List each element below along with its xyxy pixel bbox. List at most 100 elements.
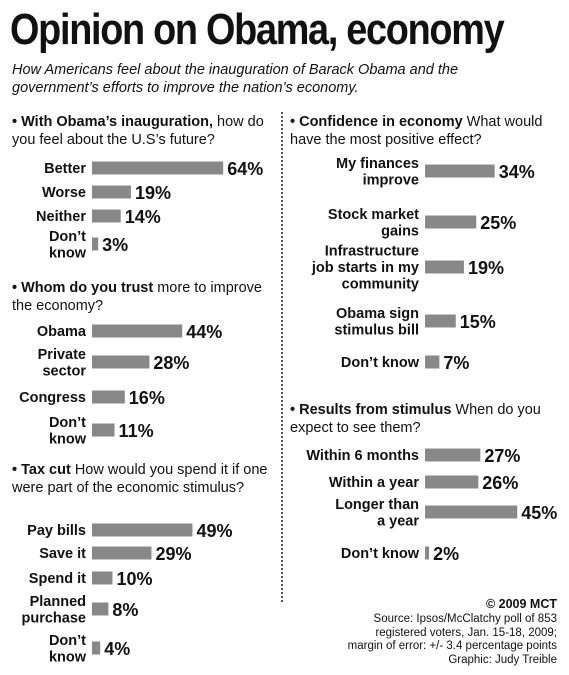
bar [92, 161, 224, 175]
value-label: 16% [129, 388, 165, 408]
value-label: 19% [468, 258, 504, 278]
value-label: 29% [155, 544, 191, 564]
category-label: gains [381, 223, 419, 239]
category-label: Don’t [49, 229, 86, 245]
category-label: Don’t know [341, 355, 420, 371]
category-label: Worse [42, 185, 86, 201]
value-label: 25% [480, 213, 516, 233]
value-label: 64% [227, 159, 263, 179]
question-text: How would you spend it if one were part … [12, 462, 268, 496]
value-label: 15% [460, 312, 496, 332]
question-text: When do you expect to see them? [290, 402, 541, 436]
category-label: Stock market [328, 207, 419, 223]
bar [92, 185, 131, 199]
category-label: Planned [30, 594, 86, 610]
category-label: Pay bills [27, 523, 86, 539]
question-lead: • Results from stimulus [290, 402, 452, 418]
value-label: 27% [484, 446, 520, 466]
chart-title: Opinion on Obama, economy [10, 5, 505, 54]
category-label: community [342, 277, 419, 293]
category-label: Congress [19, 390, 86, 406]
value-label: 2% [433, 544, 459, 564]
category-label: Infrastructure [325, 244, 419, 260]
category-label: Better [44, 161, 86, 177]
question-lead: • Confidence in economy [290, 114, 463, 130]
value-label: 44% [186, 322, 222, 342]
bar [425, 505, 518, 519]
bar [92, 546, 152, 560]
category-label: Within a year [329, 475, 419, 491]
category-label: sector [42, 363, 86, 379]
category-label: purchase [22, 610, 86, 626]
bar [425, 475, 479, 489]
category-label: Longer than [335, 497, 419, 513]
question-text: more to improve the economy? [12, 280, 262, 314]
value-label: 3% [102, 235, 128, 255]
question-tax-cut: • Tax cut How would you spend it if one … [12, 461, 277, 497]
value-label: 28% [153, 353, 189, 373]
source-note: Source: Ipsos/McClatchy poll of 853 regi… [257, 613, 557, 667]
category-label: Don’t [49, 415, 86, 431]
value-label: 11% [119, 421, 154, 441]
bar [92, 237, 99, 251]
bar [92, 209, 121, 223]
bar [92, 324, 183, 338]
value-label: 8% [112, 600, 138, 620]
category-label: Private [38, 347, 86, 363]
bar [425, 164, 495, 178]
category-label: Don’t know [341, 546, 420, 562]
value-label: 19% [135, 183, 171, 203]
question-confidence: • Confidence in economy What would have … [290, 113, 560, 149]
source-line: registered voters, Jan. 15-18, 2009; [375, 626, 557, 639]
bar [92, 390, 125, 404]
category-label: Within 6 months [306, 448, 419, 464]
category-label: stimulus bill [334, 322, 419, 338]
value-label: 49% [196, 521, 232, 541]
category-label: Obama [37, 324, 87, 340]
bar [92, 355, 150, 369]
category-label: know [49, 245, 87, 261]
category-label: Don’t [49, 633, 86, 649]
bar [92, 571, 113, 585]
category-label: Spend it [29, 571, 86, 587]
category-label: know [49, 649, 87, 665]
bar [425, 355, 440, 369]
value-label: 7% [443, 353, 469, 373]
question-text: What would have the most positive effect… [290, 114, 543, 148]
question-lead: • With Obama’s inauguration, [12, 114, 213, 130]
question-text: how do you feel about the U.S’s future? [12, 114, 264, 148]
category-label: improve [363, 172, 419, 188]
category-label: Neither [36, 209, 86, 225]
question-results: • Results from stimulus When do you expe… [290, 401, 560, 437]
value-label: 45% [521, 503, 557, 523]
chart-subtitle: How Americans feel about the inauguratio… [12, 62, 459, 96]
bar [92, 641, 101, 655]
category-label: Obama sign [336, 306, 419, 322]
value-label: 4% [104, 639, 130, 659]
value-label: 10% [117, 569, 153, 589]
bar [425, 215, 477, 229]
category-label: job starts in my [311, 260, 419, 276]
bar [92, 602, 109, 616]
value-label: 14% [125, 207, 161, 227]
copyright: © 2009 MCT [485, 597, 557, 611]
bar [425, 314, 456, 328]
bar [425, 448, 481, 462]
question-inauguration: • With Obama’s inauguration, how do you … [12, 113, 277, 149]
value-label: 34% [499, 162, 535, 182]
source-line: Source: Ipsos/McClatchy poll of 853 [373, 613, 557, 625]
bar [92, 523, 193, 537]
category-label: a year [377, 513, 419, 529]
category-label: know [49, 431, 87, 447]
question-trust: • Whom do you trust more to improve the … [12, 279, 277, 315]
bar [425, 260, 464, 274]
question-lead: • Whom do you trust [12, 280, 154, 296]
question-lead: • Tax cut [12, 462, 71, 478]
source-line: Graphic: Judy Treible [448, 653, 557, 666]
bar [92, 423, 115, 437]
value-label: 26% [482, 473, 518, 493]
category-label: Save it [39, 546, 86, 562]
bar [425, 546, 430, 560]
category-label: My finances [336, 156, 419, 172]
